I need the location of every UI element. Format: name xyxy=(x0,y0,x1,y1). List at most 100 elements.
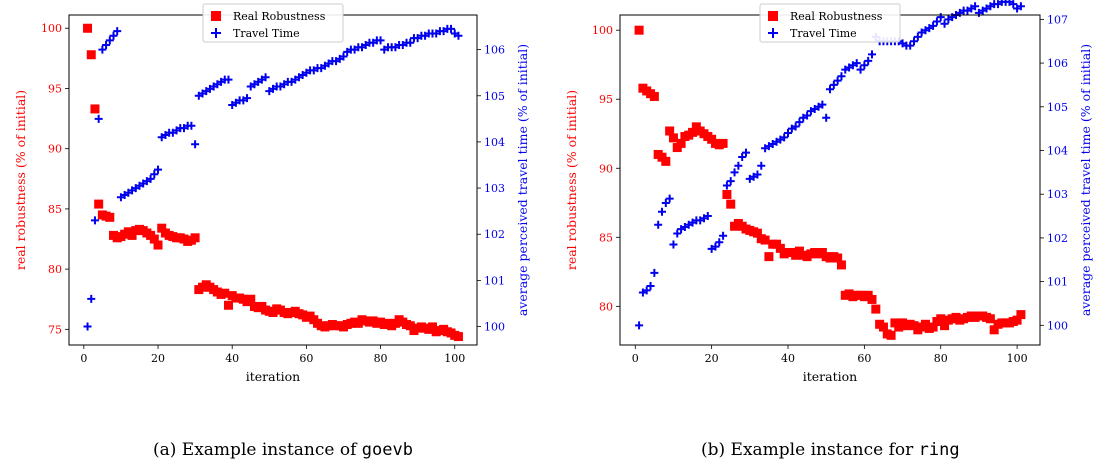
y-left-tick-label: 90 xyxy=(599,162,613,175)
y-left-tick-label: 85 xyxy=(48,203,62,216)
travel-time-point xyxy=(669,240,678,249)
travel-time-point xyxy=(860,61,869,70)
travel-time-point xyxy=(187,121,196,130)
robustness-point xyxy=(775,243,785,253)
travel-time-point xyxy=(1009,0,1018,9)
y-left-tick-label: 80 xyxy=(599,300,613,313)
robustness-point xyxy=(764,252,774,262)
y-right-tick-label: 101 xyxy=(484,274,505,287)
robustness-point xyxy=(940,321,950,331)
plot-frame xyxy=(619,14,1041,346)
travel-time-point xyxy=(757,161,766,170)
robustness-point xyxy=(453,332,463,342)
x-tick-label: 20 xyxy=(151,352,165,365)
x-tick-label: 20 xyxy=(705,352,719,365)
travel-time-point xyxy=(742,148,750,157)
x-axis-label: iteration xyxy=(246,369,300,384)
travel-time-point xyxy=(661,198,670,207)
travel-time-point xyxy=(113,27,122,36)
travel-time-point xyxy=(932,17,941,26)
travel-time-point xyxy=(826,85,834,94)
travel-time-point xyxy=(856,65,865,74)
robustness-point xyxy=(665,126,675,136)
travel-time-point xyxy=(94,114,103,123)
robustness-point xyxy=(661,156,671,166)
robustness-point xyxy=(985,314,995,324)
travel-time-point xyxy=(833,76,842,85)
travel-time-point xyxy=(829,80,838,89)
travel-time-point xyxy=(734,161,743,170)
travel-time-point xyxy=(1016,2,1025,11)
travel-time-point xyxy=(936,13,945,22)
travel-time-point xyxy=(673,229,682,238)
y-left-tick-label: 85 xyxy=(599,231,613,244)
travel-time-point xyxy=(224,75,233,84)
y-left-axis-label: real robustness (% of initial) xyxy=(564,90,579,270)
robustness-point xyxy=(90,104,100,114)
x-tick-label: 60 xyxy=(857,352,871,365)
x-tick-label: 100 xyxy=(444,352,465,365)
travel-time-point xyxy=(642,286,651,295)
robustness-point xyxy=(871,304,881,314)
robustness-point xyxy=(867,294,877,304)
y-right-tick-label: 100 xyxy=(484,321,505,334)
travel-time-point xyxy=(929,21,938,30)
travel-time-point xyxy=(98,45,107,54)
y-right-tick-label: 102 xyxy=(1047,232,1068,245)
y-right-tick-label: 106 xyxy=(1047,57,1068,70)
y-left-axis-label: real robustness (% of initial) xyxy=(13,90,28,270)
travel-time-point xyxy=(635,321,644,330)
y-left-tick-label: 90 xyxy=(48,143,62,156)
travel-time-point xyxy=(102,41,111,49)
travel-time-point xyxy=(83,322,92,331)
travel-time-point xyxy=(722,181,731,190)
travel-time-point xyxy=(150,170,159,179)
robustness-point xyxy=(149,234,159,244)
caption-b-code: ring xyxy=(918,440,960,460)
legend-robustness-label: Real Robustness xyxy=(790,10,883,23)
robustness-point xyxy=(989,325,999,335)
robustness-point xyxy=(1012,315,1022,325)
travel-time-point xyxy=(87,294,96,303)
travel-time-point xyxy=(738,153,747,162)
travel-time-point xyxy=(971,2,980,11)
legend-travel-marker xyxy=(768,28,778,38)
y-right-tick-label: 107 xyxy=(1047,13,1068,26)
robustness-point xyxy=(190,233,200,243)
y-left-tick-label: 95 xyxy=(599,93,613,106)
travel-time-point xyxy=(646,281,655,290)
travel-time-point xyxy=(730,168,739,177)
caption-b-text: (b) Example instance for xyxy=(701,440,919,460)
robustness-point xyxy=(83,23,93,33)
robustness-point xyxy=(246,294,256,304)
legend-robustness-marker xyxy=(768,11,778,21)
robustness-point xyxy=(634,25,644,35)
y-right-tick-label: 103 xyxy=(1047,188,1068,201)
robustness-point xyxy=(718,138,728,148)
travel-time-point xyxy=(818,100,827,109)
x-tick-label: 40 xyxy=(225,352,239,365)
x-tick-label: 40 xyxy=(781,352,795,365)
travel-time-point xyxy=(852,59,861,68)
y-right-axis-label: average perceived travel time (% of init… xyxy=(515,44,530,316)
legend-box xyxy=(759,3,901,43)
travel-time-point xyxy=(90,216,99,225)
robustness-point xyxy=(722,189,732,199)
robustness-point xyxy=(878,322,888,332)
travel-time-point xyxy=(780,133,789,142)
legend-travel-label: Travel Time xyxy=(233,27,300,40)
robustness-point xyxy=(928,322,938,332)
y-right-tick-label: 106 xyxy=(484,44,505,57)
chart-panel-b: 0 20 40 60 80 100 80 85 90 95 100 100 101 102 103 104 10… xyxy=(564,0,1093,384)
legend: Real Robustness Travel Time xyxy=(202,3,344,43)
legend-robustness-label: Real Robustness xyxy=(233,10,326,23)
x-tick-label: 100 xyxy=(1007,352,1028,365)
travel-time-point xyxy=(154,165,163,174)
y-right-tick-label: 105 xyxy=(1047,101,1068,114)
legend: Real Robustness Travel Time xyxy=(759,3,901,43)
robustness-point xyxy=(86,50,96,60)
robustness-point xyxy=(405,321,415,331)
travel-time-point xyxy=(913,32,922,41)
caption-b: (b) Example instance for ring xyxy=(701,440,960,460)
